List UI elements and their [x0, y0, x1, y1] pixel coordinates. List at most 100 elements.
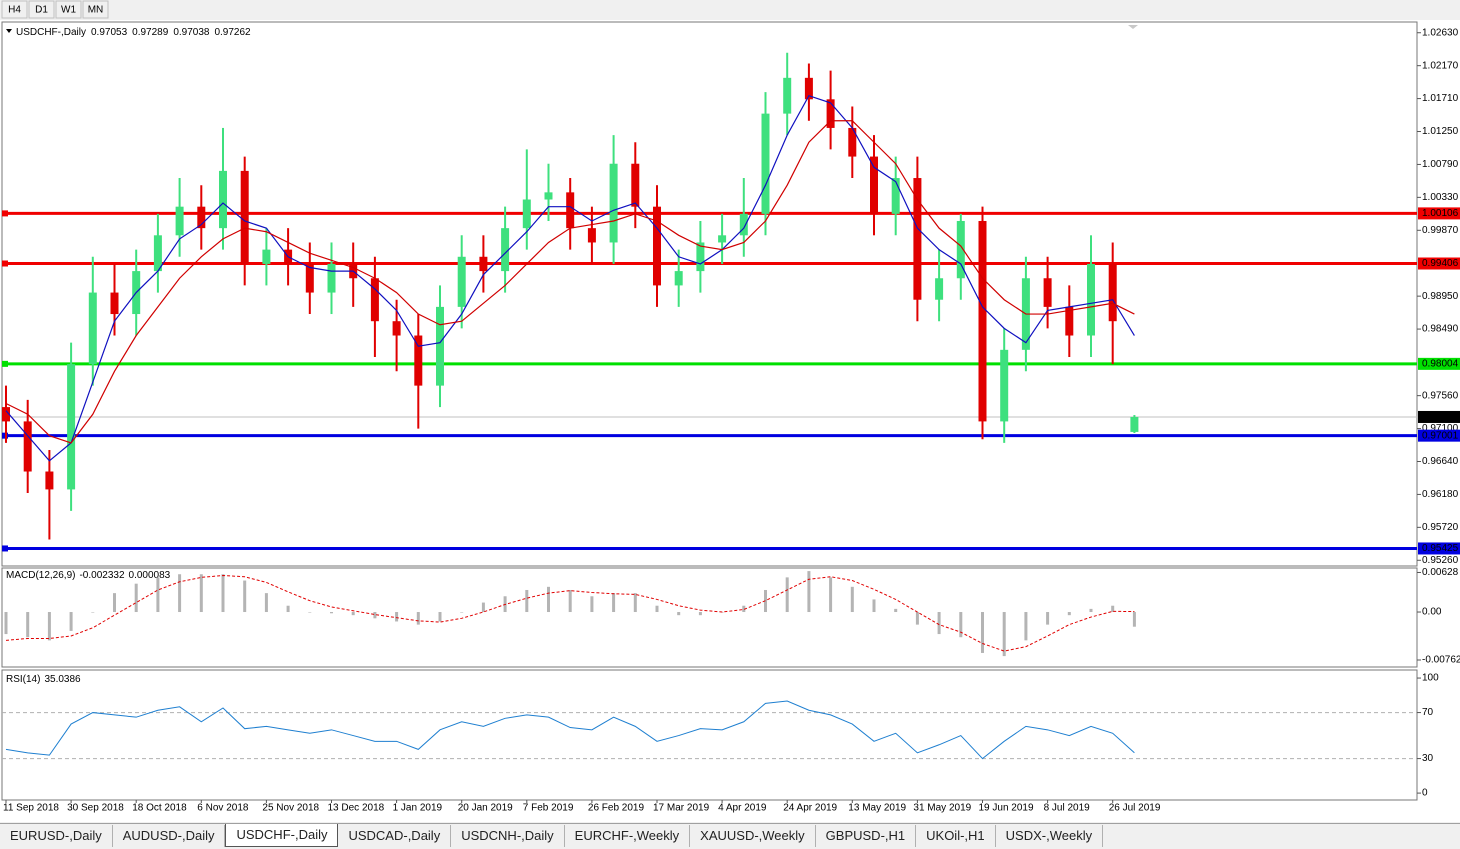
candle-body [392, 321, 401, 336]
chart-tab[interactable]: AUDUSD-,Daily [113, 825, 226, 847]
y-tick-label: 0.95260 [1422, 555, 1459, 566]
macd-bar [894, 608, 898, 613]
macd-bar [69, 612, 73, 631]
level-handle [2, 545, 8, 552]
macd-bar [156, 577, 160, 613]
candle-body [631, 163, 640, 207]
macd-bar [568, 589, 572, 613]
candle-body [479, 256, 488, 272]
timeframe-label: D1 [35, 5, 48, 16]
y-tick-label: 0.98490 [1422, 324, 1459, 335]
x-tick-label: 24 Apr 2019 [783, 803, 837, 814]
current-price-label: 0.97262 [1422, 412, 1459, 423]
timeframe-button[interactable] [1, 0, 28, 19]
candle-body [544, 192, 553, 200]
chart-tab[interactable]: EURCHF-,Weekly [565, 825, 691, 847]
candle-body [45, 471, 54, 490]
rsi-line [5, 700, 1135, 760]
y-tick-label: 0.00 [1422, 607, 1442, 618]
macd-bar [4, 612, 8, 635]
level-label-box [1418, 542, 1460, 555]
tab-bar: EURUSD-,Daily AUDUSD-,Daily USDCHF-,Daily U… [0, 823, 1460, 849]
macd-bar [872, 599, 876, 613]
y-tick-label: 30 [1422, 753, 1434, 764]
moving-average [5, 95, 1135, 462]
x-tick-label: 20 Jan 2019 [458, 803, 513, 814]
timeframe-label: W1 [61, 5, 76, 16]
x-tick-label: 11 Sep 2018 [3, 803, 59, 814]
chart-tab[interactable]: XAUUSD-,Weekly [690, 825, 816, 847]
chart-tab[interactable]: EURUSD-,Daily [0, 825, 113, 847]
macd-bar [829, 577, 833, 613]
y-tick-label: 1.01250 [1422, 126, 1459, 137]
ohlc-value: 0.97053 [91, 27, 128, 38]
candle-body [262, 249, 271, 264]
candle-body [305, 263, 314, 293]
macd-bar [612, 593, 616, 613]
macd-bar [915, 612, 919, 625]
candle-body [739, 213, 748, 236]
macd-bar [590, 596, 594, 613]
macd-bar [199, 574, 203, 613]
timeframe-button[interactable] [28, 0, 55, 19]
chart-tab[interactable]: USDCHF-,Daily [225, 824, 339, 847]
y-tick-label: 1.00330 [1422, 192, 1459, 203]
candle-body [826, 99, 835, 128]
y-tick-label: 1.02170 [1422, 60, 1459, 71]
macd-bar [91, 612, 95, 613]
chart-tab[interactable]: USDX-,Weekly [996, 825, 1104, 847]
indicator-value: -0.002332 [79, 570, 124, 581]
timeframe-label: MN [88, 5, 104, 16]
candle-body [761, 113, 770, 214]
level-label: 0.95425 [1422, 543, 1459, 554]
indicator-value: 35.0386 [44, 674, 81, 685]
symbol: USDCHF-,Daily [16, 27, 86, 38]
x-tick-label: 1 Jan 2019 [393, 803, 443, 814]
timeframe-label: H4 [8, 5, 21, 16]
macd-bar [416, 612, 420, 625]
macd-bar [373, 612, 377, 619]
timeframe-button[interactable] [82, 0, 109, 19]
y-tick-label: 0.97560 [1422, 390, 1459, 401]
x-tick-label: 13 Dec 2018 [328, 803, 385, 814]
candle-body [219, 170, 227, 229]
macd-bar [134, 583, 138, 613]
current-price-box [1418, 410, 1460, 423]
macd-bar [937, 612, 941, 635]
macd-bar [677, 612, 681, 616]
y-tick-label: 0.99870 [1422, 225, 1459, 236]
level-label-box [1418, 357, 1460, 370]
macd-bar [308, 612, 312, 613]
chart-tab[interactable]: UKOil-,H1 [916, 825, 996, 847]
level-label: 0.99406 [1422, 258, 1459, 269]
x-tick-label: 7 Feb 2019 [523, 803, 574, 814]
macd-bar [655, 605, 659, 613]
candle-body [696, 242, 705, 272]
macd-bar [981, 612, 984, 653]
x-tick-label: 18 Oct 2018 [132, 803, 187, 814]
candle-body [609, 163, 618, 243]
candle-body [1000, 349, 1009, 422]
level-handle [2, 210, 8, 217]
candle-body [674, 271, 683, 286]
chart-tab[interactable]: USDCNH-,Daily [451, 825, 565, 847]
menu-arrow[interactable] [6, 29, 12, 33]
candle-body [891, 178, 900, 214]
rsi-panel [1, 669, 1418, 801]
candle-body [1130, 416, 1139, 432]
level-label: 1.00106 [1422, 208, 1459, 219]
macd-bar [460, 612, 464, 613]
macd-bar [807, 571, 811, 613]
chart-tab[interactable]: GBPUSD-,H1 [816, 825, 917, 847]
level-label-box [1418, 429, 1460, 442]
chart-tab[interactable]: USDCAD-,Daily [338, 825, 452, 847]
macd-signal [5, 574, 1135, 652]
candle-body [1087, 263, 1095, 336]
y-tick-label: -0.00762 [1422, 655, 1460, 666]
candle-body [110, 292, 119, 315]
x-tick-label: 8 Jul 2019 [1044, 803, 1091, 814]
candle-body [501, 228, 510, 272]
level-label: 0.97001 [1422, 430, 1459, 441]
macd-bar [785, 577, 789, 613]
timeframe-button[interactable] [55, 0, 82, 19]
